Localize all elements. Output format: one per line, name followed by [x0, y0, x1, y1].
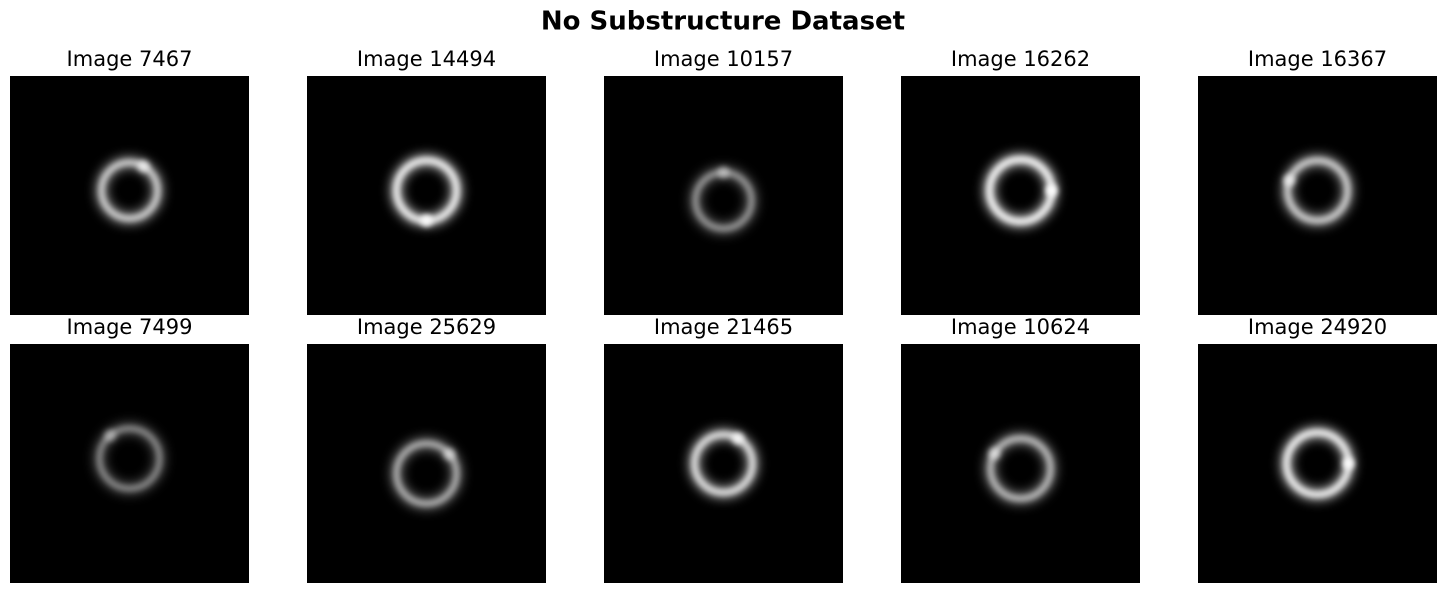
image [307, 76, 546, 315]
image-title: Image 7499 [67, 315, 193, 339]
image-title: Image 21465 [654, 315, 793, 339]
figure-title: No Substructure Dataset [541, 7, 905, 37]
bright-spot [1045, 184, 1058, 197]
image-title: Image 10624 [951, 315, 1090, 339]
image-panel [604, 344, 843, 583]
image-title: Image 25629 [357, 315, 496, 339]
image [1198, 344, 1437, 583]
bright-spot [104, 429, 117, 442]
bright-spot [988, 447, 1001, 460]
ring [96, 425, 163, 492]
image-panel [307, 344, 546, 583]
ring [987, 435, 1054, 502]
bright-spot [1283, 174, 1296, 187]
image-title: Image 14494 [357, 47, 496, 71]
image-panel [901, 76, 1140, 315]
image-panel [10, 344, 249, 583]
image [901, 76, 1140, 315]
bright-spot [732, 432, 744, 445]
image [901, 344, 1140, 583]
image-title: Image 7467 [67, 47, 193, 71]
bright-spot [443, 448, 456, 461]
bright-spot [1342, 457, 1355, 470]
ring [1284, 157, 1351, 224]
image-title: Image 16367 [1248, 47, 1387, 71]
image [1198, 76, 1437, 315]
image [604, 344, 843, 583]
image-panel [1198, 344, 1437, 583]
image [10, 76, 249, 315]
image [10, 344, 249, 583]
image [307, 344, 546, 583]
ring [691, 431, 756, 496]
image-title: Image 10157 [654, 47, 793, 71]
image-panel [901, 344, 1140, 583]
ring [98, 159, 161, 222]
bright-spot [137, 160, 150, 173]
image-panel [307, 76, 546, 315]
image-panel [604, 76, 843, 315]
bright-spot [717, 166, 730, 179]
image-title: Image 16262 [951, 47, 1090, 71]
bright-spot [420, 214, 433, 227]
image-title: Image 24920 [1248, 315, 1387, 339]
image [604, 76, 843, 315]
image-panel [1198, 76, 1437, 315]
ring [393, 440, 460, 507]
image-panel [10, 76, 249, 315]
